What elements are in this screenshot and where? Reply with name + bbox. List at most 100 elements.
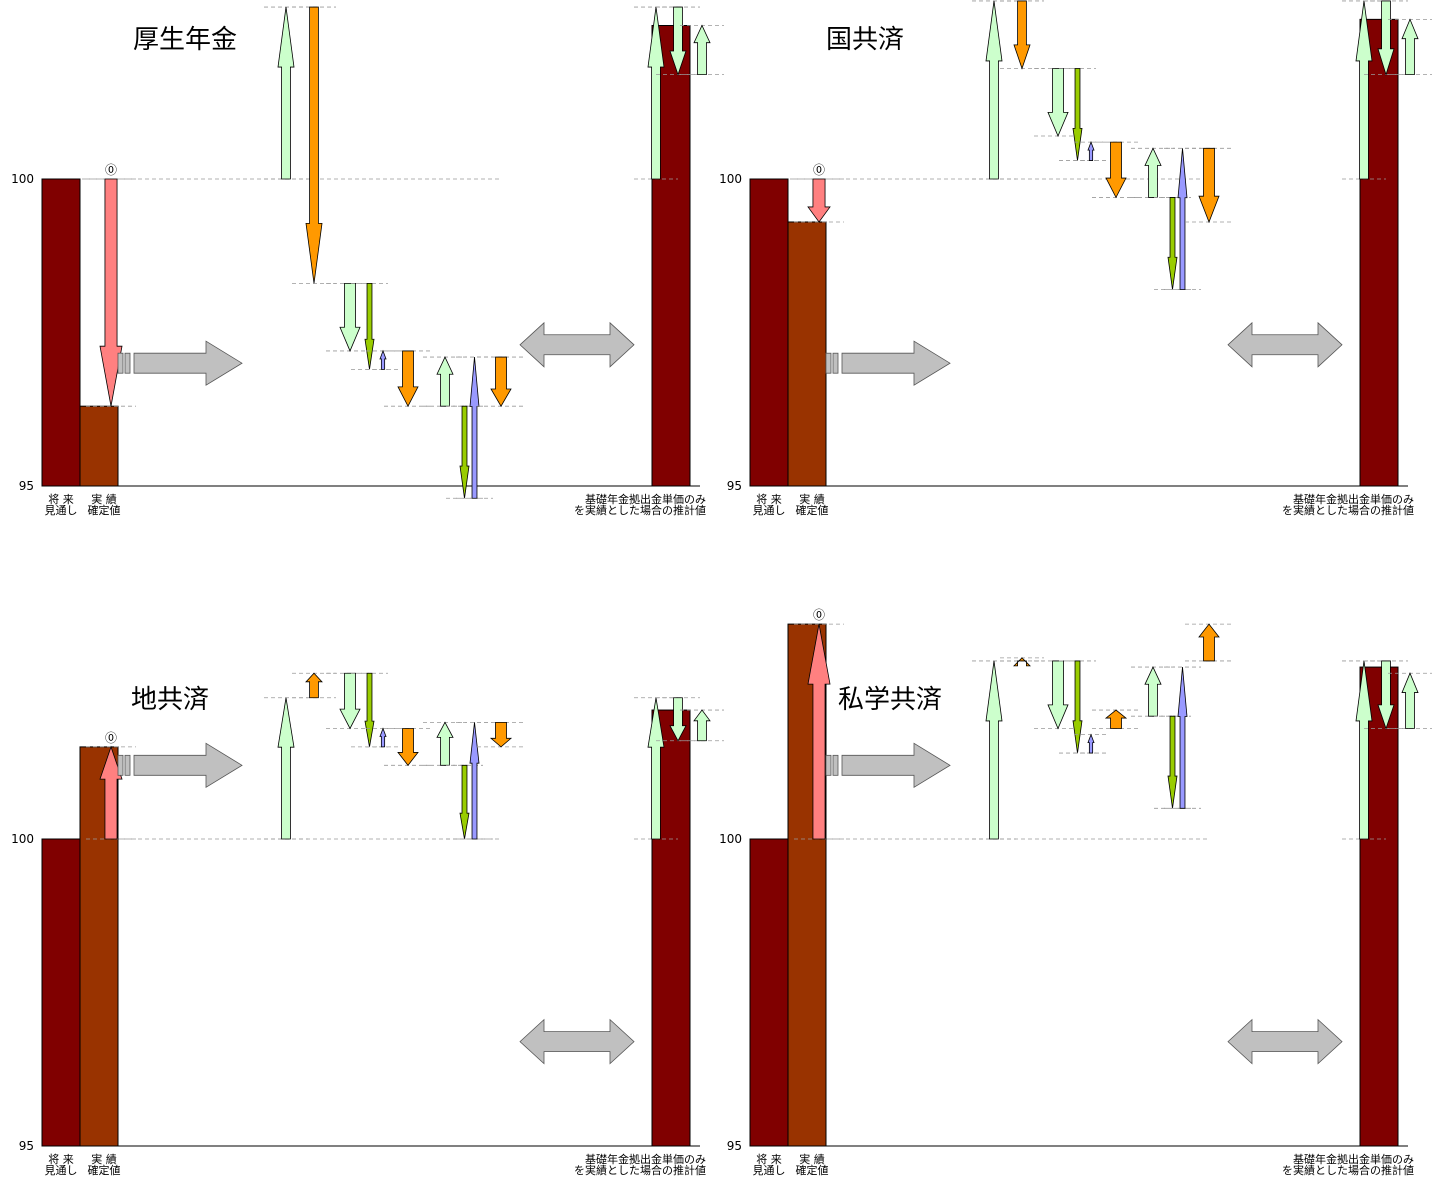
change-arrow xyxy=(1402,673,1418,728)
change-arrow xyxy=(365,673,374,747)
category-label: 確定値 xyxy=(88,1163,121,1177)
arrow-tick xyxy=(118,353,123,373)
change-arrow xyxy=(365,283,374,369)
change-arrow xyxy=(1145,667,1161,716)
change-arrow xyxy=(1073,68,1082,160)
category-label: 確定値 xyxy=(796,1163,829,1177)
chart-title: 地共済 xyxy=(131,685,209,715)
change-arrow xyxy=(340,673,360,728)
change-arrow xyxy=(437,722,453,765)
change-arrow xyxy=(491,722,511,747)
arrow-tick xyxy=(826,755,831,775)
change-arrow xyxy=(1168,197,1177,289)
change-arrow xyxy=(1106,710,1126,728)
change-arrow xyxy=(398,728,418,765)
arrow-tick xyxy=(125,353,130,373)
change-arrow xyxy=(470,357,479,498)
double-headed-arrow xyxy=(1228,1020,1342,1064)
change-arrow xyxy=(1048,661,1068,729)
change-arrow xyxy=(491,357,511,406)
change-arrow xyxy=(1048,68,1068,136)
category-label: を実績とした場合の推計値 xyxy=(574,1163,706,1177)
change-arrow xyxy=(986,1,1002,179)
arrow-tick xyxy=(833,353,838,373)
y-tick-label: 100 xyxy=(11,832,34,846)
change-arrow xyxy=(306,7,322,283)
change-arrow xyxy=(278,7,294,179)
change-arrow xyxy=(1402,19,1418,74)
change-arrow xyxy=(1199,624,1219,661)
change-arrow xyxy=(380,351,386,369)
double-headed-arrow xyxy=(520,1020,634,1064)
annotation-circled-zero: ⓪ xyxy=(105,731,117,745)
annotation-circled-zero: ⓪ xyxy=(813,608,825,622)
change-arrow xyxy=(1014,1,1030,69)
change-arrow xyxy=(1088,735,1094,753)
big-right-arrow xyxy=(842,743,950,787)
arrow-tick xyxy=(125,755,130,775)
change-arrow xyxy=(1073,661,1082,753)
category-label: 見通し xyxy=(45,1164,78,1177)
y-tick-label: 100 xyxy=(719,172,742,186)
change-arrow xyxy=(278,698,294,839)
change-arrow xyxy=(460,406,469,498)
change-arrow xyxy=(460,765,469,839)
change-arrow xyxy=(306,673,322,698)
bar xyxy=(750,839,788,1146)
chart-title: 私学共済 xyxy=(838,685,942,715)
bar xyxy=(42,179,80,486)
change-arrow xyxy=(808,179,830,222)
big-right-arrow xyxy=(134,341,242,385)
y-tick-label: 95 xyxy=(19,479,34,493)
category-label: 見通し xyxy=(753,504,786,517)
chart-title: 厚生年金 xyxy=(133,25,237,55)
y-tick-label: 100 xyxy=(719,832,742,846)
bar xyxy=(80,406,118,486)
arrow-tick xyxy=(826,353,831,373)
double-headed-arrow xyxy=(520,323,634,367)
y-tick-label: 95 xyxy=(19,1139,34,1153)
bar xyxy=(788,222,826,486)
change-arrow xyxy=(1014,658,1030,666)
change-arrow xyxy=(1088,142,1094,160)
change-arrow xyxy=(437,357,453,406)
chart-title: 国共済 xyxy=(826,25,904,55)
category-label: 見通し xyxy=(753,1164,786,1177)
bar xyxy=(750,179,788,486)
annotation-circled-zero: ⓪ xyxy=(813,163,825,177)
annotation-circled-zero: ⓪ xyxy=(105,163,117,177)
change-arrow xyxy=(1178,148,1187,289)
big-right-arrow xyxy=(134,743,242,787)
change-arrow xyxy=(694,710,710,741)
double-headed-arrow xyxy=(1228,323,1342,367)
y-tick-label: 100 xyxy=(11,172,34,186)
change-arrow xyxy=(380,728,386,746)
category-label: を実績とした場合の推計値 xyxy=(1282,503,1414,517)
category-label: 確定値 xyxy=(796,503,829,517)
arrow-tick xyxy=(118,755,123,775)
category-label: を実績とした場合の推計値 xyxy=(1282,1163,1414,1177)
change-arrow xyxy=(470,722,479,839)
change-arrow xyxy=(1178,667,1187,808)
change-arrow xyxy=(1199,148,1219,222)
change-arrow xyxy=(398,351,418,406)
category-label: 確定値 xyxy=(88,503,121,517)
y-tick-label: 95 xyxy=(727,479,742,493)
category-label: を実績とした場合の推計値 xyxy=(574,503,706,517)
change-arrow xyxy=(1106,142,1126,197)
bar xyxy=(42,839,80,1146)
y-tick-label: 95 xyxy=(727,1139,742,1153)
arrow-tick xyxy=(833,755,838,775)
big-right-arrow xyxy=(842,341,950,385)
change-arrow xyxy=(1168,716,1177,808)
change-arrow xyxy=(340,283,360,351)
change-arrow xyxy=(694,26,710,75)
change-arrow xyxy=(1145,148,1161,197)
category-label: 見通し xyxy=(45,504,78,517)
change-arrow xyxy=(986,661,1002,839)
